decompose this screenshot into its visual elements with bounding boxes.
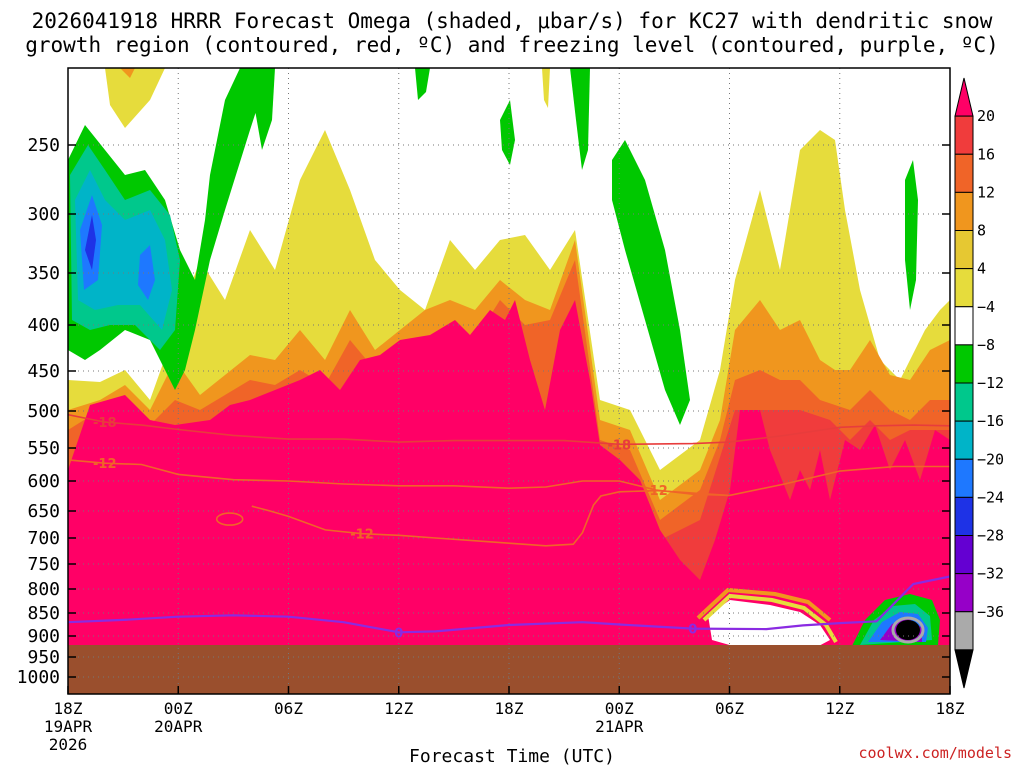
colorbar-swatch [954,115,974,155]
omega-4-top-orange [120,68,135,78]
chart-title-line2: growth region (contoured, red, ºC) and f… [25,33,999,57]
colorbar-tick-label: 12 [977,183,995,201]
colorbar-swatch [954,573,974,613]
y-tick-label: 800 [27,579,60,600]
colorbar-tick-label: −16 [977,412,1004,430]
y-tick-label: 650 [27,501,60,522]
y-tick-label: 550 [27,438,60,459]
contour-freezing_level [68,575,950,634]
chart-title-line1: 2026041918 HRRR Forecast Omega (shaded, … [31,9,993,33]
colorbar-swatch [954,191,974,231]
colorbar-swatch [954,268,974,308]
colorbar-cap-top [954,77,974,117]
contour-label: -18 [93,416,117,431]
contours: -18 -18 -12 -12 -12 0 0 [68,413,950,641]
x-tick-label: 2026 [49,735,88,754]
colorbar-tick-label: −8 [977,336,995,354]
colorbar-tick-label: −12 [977,374,1004,392]
colorbar-tick-label: −36 [977,603,1004,621]
x-tick-label: 00Z [605,699,634,718]
omega-neg-upper-blue2 [85,215,96,270]
contour-label: -12 [350,528,374,543]
colorbar-tick-label: 20 [977,107,995,125]
x-tick-label: 12Z [825,699,854,718]
colorbar-swatch [954,420,974,460]
x-tick-label: 18Z [495,699,524,718]
colorbar-tick-label: −28 [977,527,1004,545]
contour-dgz_-12_upper [68,459,950,497]
contour-dgz_-18 [68,413,950,446]
y-tick-label: 400 [27,315,60,336]
y-tick-label: 950 [27,647,60,668]
y-tick-label: 350 [27,263,60,284]
contour-label: 0 [394,626,403,641]
colorbar-tick-label: −24 [977,488,1004,506]
colorbar-tick-label: −4 [977,298,995,316]
y-tick-label: 300 [27,204,60,225]
credit-link[interactable]: coolwx.com/models [858,744,1012,762]
contour-label: 0 [688,623,697,638]
x-tick-label: 20APR [154,717,203,736]
colorbar-swatch [954,344,974,384]
x-tick-label: 18Z [936,699,965,718]
contour-label: -12 [644,484,668,499]
y-tick-label: 900 [27,626,60,647]
omega-green-blob-4 [612,140,690,425]
x-tick-label: 21APR [595,717,644,736]
colorbar: 20 16 12 8 4 −4 −8 −12 −16 −20 −24 −28 −32 −36 [954,77,1004,689]
x-tick-label: 06Z [715,699,744,718]
omega-negative-cell-core [896,620,920,640]
colorbar-tick-label: 8 [977,222,986,240]
omega-shading [68,68,950,694]
contour-label: -18 [608,438,632,453]
contour-dgz_-12_lower [251,489,730,547]
colorbar-swatch [954,306,974,346]
y-tick-label: 250 [27,135,60,156]
grid [68,68,950,694]
y-tick-label: 500 [27,401,60,422]
omega-green-blob-3 [570,68,590,170]
y-tick-label: 450 [27,361,60,382]
colorbar-swatch [954,535,974,575]
x-tick-label: 00Z [164,699,193,718]
colorbar-swatch [954,496,974,536]
contour-dgz_-12_loop [215,512,244,526]
colorbar-swatch [954,611,974,651]
omega-green-blob-1 [250,68,275,150]
omega-yellow-blob-top [542,68,550,108]
y-axis: 2503003504004505005506006507007508008509… [17,135,950,688]
omega-surface-orange-ring [696,587,832,622]
omega-4-top [105,68,165,128]
x-tick-label: 12Z [384,699,413,718]
x-tick-label: 19APR [44,717,93,736]
contour-label: -12 [93,457,117,472]
y-tick-label: 1000 [17,667,60,688]
colorbar-tick-label: −20 [977,450,1004,468]
colorbar-tick-label: 16 [977,145,995,163]
omega-surface-yellow-ring [702,593,838,644]
omega-negative-cell-gray [891,616,925,644]
omega-neg-upper-cyan2 [138,245,155,300]
colorbar-swatch [954,382,974,422]
colorbar-swatch [954,458,974,498]
colorbar-cap-bottom [954,649,974,689]
colorbar-swatch [954,230,974,270]
colorbar-swatch [954,153,974,193]
y-tick-label: 850 [27,603,60,624]
omega-green-blob-2 [500,100,515,165]
x-axis-label: Forecast Time (UTC) [409,746,615,767]
y-tick-label: 600 [27,471,60,492]
omega-green-blob-6 [415,68,430,100]
y-tick-label: 700 [27,528,60,549]
x-tick-label: 06Z [274,699,303,718]
x-tick-label: 18Z [54,699,83,718]
colorbar-tick-label: 4 [977,260,986,278]
colorbar-tick-label: −32 [977,565,1004,583]
y-tick-label: 750 [27,554,60,575]
